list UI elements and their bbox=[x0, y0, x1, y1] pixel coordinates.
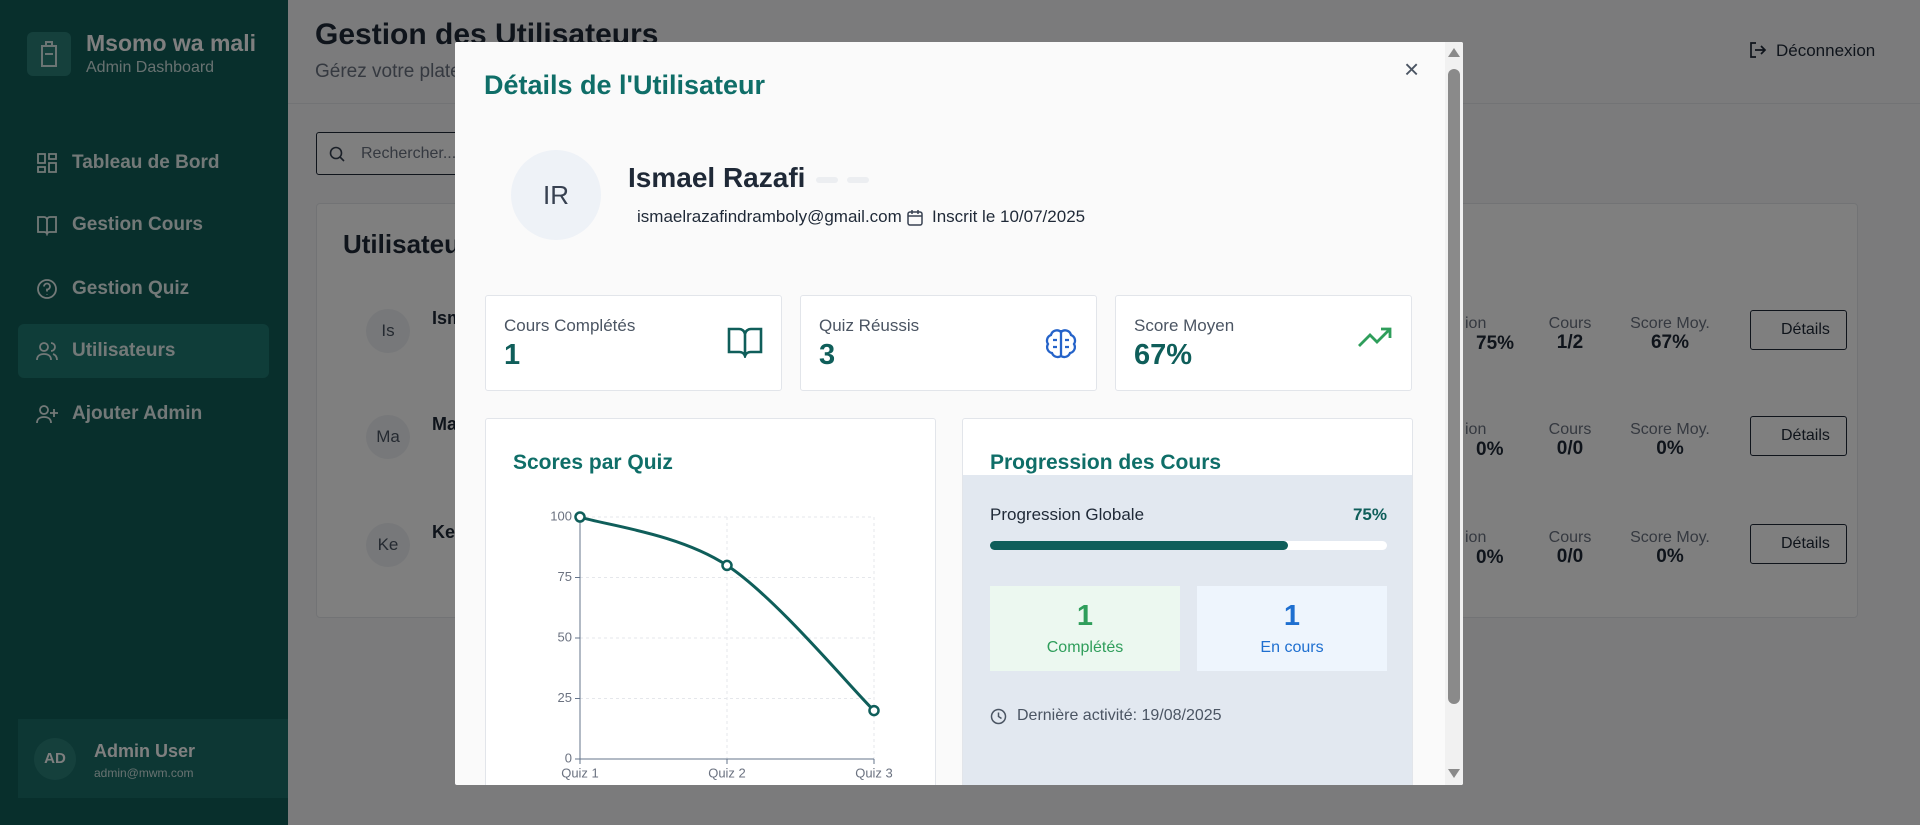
completed-box: 1 Complétés bbox=[990, 586, 1180, 671]
in-progress-label: En cours bbox=[1260, 639, 1324, 656]
scroll-up[interactable] bbox=[1448, 47, 1460, 57]
stat-card: Quiz Réussis 3 bbox=[800, 295, 1097, 391]
stat-label: Cours Complétés bbox=[504, 316, 636, 335]
scroll-down[interactable] bbox=[1448, 769, 1460, 779]
point bbox=[868, 704, 880, 717]
calendar-icon bbox=[907, 210, 923, 226]
progress-track bbox=[990, 541, 1387, 550]
user-email: ismaelrazafindramboly@gmail.com bbox=[637, 207, 902, 226]
chart: 0 25 50 75 100 Quiz 1 Quiz 2 Quiz 3 bbox=[550, 508, 893, 780]
progress-card: Progression des Cours Progression Global… bbox=[962, 418, 1413, 785]
stat-value: 3 bbox=[819, 339, 836, 371]
chart-card: Scores par Quiz 0 25 50 75 100 Quiz 1 Quiz 2 Qu… bbox=[485, 418, 936, 785]
y-tick-label: 100 bbox=[550, 508, 572, 523]
badge bbox=[847, 177, 869, 183]
user-name: Ismael Razafi bbox=[628, 162, 806, 193]
chart-title: Scores par Quiz bbox=[513, 451, 673, 474]
in-progress-count: 1 bbox=[1283, 600, 1301, 632]
registered-date: Inscrit le 10/07/2025 bbox=[932, 207, 1086, 226]
stat-value: 67% bbox=[1134, 339, 1193, 371]
progress-percent: 75% bbox=[1352, 505, 1387, 524]
x-tick-label: Quiz 3 bbox=[855, 765, 893, 780]
y-tick-label: 75 bbox=[558, 569, 572, 584]
book-icon bbox=[727, 327, 763, 358]
clock-icon bbox=[990, 708, 1007, 725]
badge bbox=[816, 177, 838, 183]
in-progress-box: 1 En cours bbox=[1197, 586, 1387, 671]
stat-card: Cours Complétés 1 bbox=[485, 295, 782, 391]
x-tick-label: Quiz 2 bbox=[708, 765, 746, 780]
scrollbar[interactable] bbox=[1445, 42, 1463, 785]
scroll-thumb[interactable] bbox=[1448, 69, 1460, 704]
user-avatar: IR bbox=[511, 150, 601, 240]
completed-label: Complétés bbox=[1046, 639, 1124, 656]
progress-body: Progression Globale 75% 1 Complétés 1 En… bbox=[963, 475, 1412, 785]
stat-card: Score Moyen 67% bbox=[1115, 295, 1412, 391]
y-tick-label: 25 bbox=[558, 690, 572, 705]
modal: Détails de l'Utilisateur × IR Ismael Raz… bbox=[455, 42, 1463, 785]
trend-icon bbox=[1358, 327, 1392, 347]
x-tick-label: Quiz 1 bbox=[561, 765, 599, 780]
point bbox=[721, 559, 733, 572]
completed-count: 1 bbox=[1076, 600, 1094, 632]
y-tick-label: 0 bbox=[565, 750, 572, 765]
stat-label: Score Moyen bbox=[1134, 316, 1235, 335]
y-tick-label: 50 bbox=[558, 629, 572, 644]
brain-icon bbox=[1045, 329, 1077, 359]
point bbox=[574, 511, 586, 523]
close-button[interactable]: × bbox=[1404, 54, 1420, 84]
last-activity: Dernière activité: 19/08/2025 bbox=[1017, 707, 1222, 724]
progress-label: Progression Globale bbox=[990, 505, 1145, 524]
modal-title: Détails de l'Utilisateur bbox=[484, 70, 766, 100]
progress-fill bbox=[990, 541, 1288, 550]
stat-label: Quiz Réussis bbox=[819, 316, 920, 335]
progress-title: Progression des Cours bbox=[990, 451, 1222, 474]
stat-value: 1 bbox=[504, 339, 521, 371]
